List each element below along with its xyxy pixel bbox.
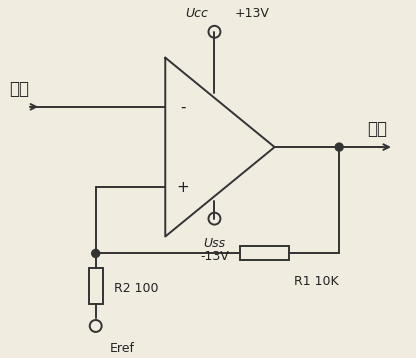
Bar	[89, 268, 103, 304]
Text: 输入: 输入	[9, 80, 29, 98]
Circle shape	[92, 250, 100, 257]
Text: R2 100: R2 100	[114, 282, 158, 295]
Text: Uss: Uss	[203, 237, 225, 250]
Text: Eref: Eref	[109, 342, 135, 355]
Circle shape	[335, 143, 343, 151]
Text: -13V: -13V	[200, 251, 229, 263]
Text: R1 10K: R1 10K	[295, 275, 339, 288]
Text: 输出: 输出	[367, 120, 387, 138]
Text: +: +	[177, 180, 190, 195]
Bar	[240, 246, 290, 260]
Text: Ucc: Ucc	[185, 7, 208, 20]
Text: -: -	[181, 99, 186, 114]
Text: +13V: +13V	[235, 7, 270, 20]
